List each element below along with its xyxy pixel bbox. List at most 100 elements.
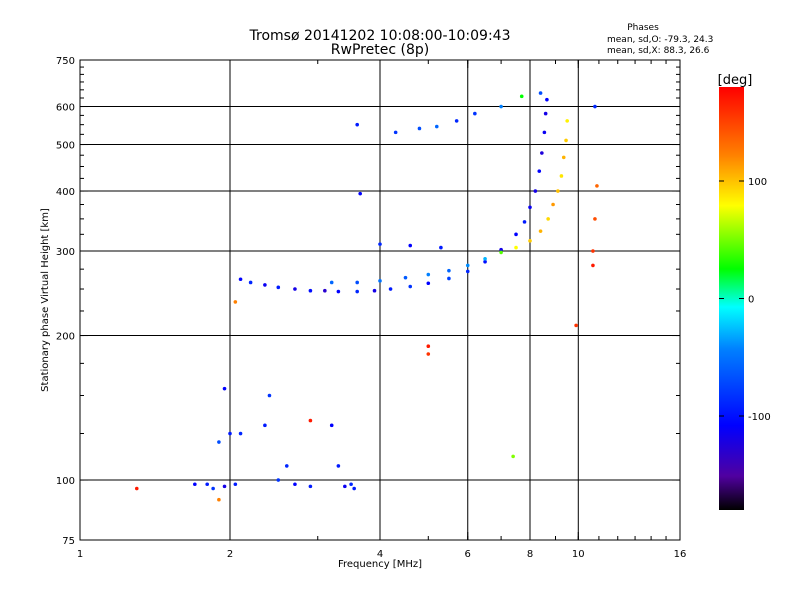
data-point bbox=[233, 300, 238, 304]
data-point bbox=[426, 344, 431, 349]
data-point bbox=[434, 124, 439, 129]
data-point bbox=[543, 111, 548, 116]
data-point bbox=[134, 486, 139, 491]
data-point bbox=[537, 169, 542, 173]
data-point bbox=[293, 482, 297, 487]
data-point bbox=[447, 268, 451, 273]
data-point bbox=[276, 285, 281, 290]
data-point bbox=[276, 478, 281, 482]
data-point bbox=[465, 263, 470, 268]
colorbar-label: [deg] bbox=[718, 73, 753, 88]
data-point bbox=[222, 484, 227, 489]
phase-mean-o: mean, sd,O: -79.3, 24.3 bbox=[607, 35, 713, 45]
colorbar-ticks: 100 0 -100 bbox=[719, 177, 771, 423]
data-point bbox=[336, 289, 341, 294]
data-point bbox=[393, 130, 398, 135]
data-point bbox=[514, 232, 518, 237]
colorbar-tick-label: 100 bbox=[748, 177, 767, 188]
y-tick-label: 100 bbox=[56, 476, 75, 487]
data-point bbox=[329, 423, 334, 428]
x-tick-label: 10 bbox=[572, 549, 585, 560]
x-tick-label: 4 bbox=[377, 549, 383, 560]
data-point bbox=[388, 287, 393, 291]
data-point bbox=[263, 283, 267, 287]
data-point bbox=[556, 189, 560, 193]
data-point bbox=[499, 250, 503, 255]
data-point bbox=[193, 482, 197, 487]
colorbar-tick-label: 0 bbox=[748, 295, 754, 306]
data-point bbox=[514, 245, 518, 250]
data-point bbox=[233, 482, 238, 487]
data-point bbox=[352, 486, 356, 491]
phase-heading: Phases bbox=[627, 23, 659, 33]
data-point bbox=[355, 122, 359, 127]
colorbar-tick-label: -100 bbox=[748, 412, 771, 423]
scatter-points bbox=[134, 91, 599, 502]
x-tick-label: 16 bbox=[674, 549, 687, 560]
data-point bbox=[308, 484, 313, 489]
x-tick-label: 6 bbox=[465, 549, 471, 560]
y-tick-label: 600 bbox=[56, 103, 75, 114]
axis-ticks: 1 2 4 6 8 10 16 75 100 200 300 400 500 600 750 bbox=[56, 56, 686, 560]
data-point bbox=[355, 280, 359, 285]
data-point bbox=[593, 104, 597, 109]
data-point bbox=[267, 393, 272, 398]
data-point bbox=[329, 280, 334, 285]
y-axis-label: Stationary phase Virtual Height [km] bbox=[40, 208, 51, 392]
data-point bbox=[378, 242, 382, 246]
data-point bbox=[519, 94, 524, 99]
data-point bbox=[403, 275, 408, 280]
data-point bbox=[308, 418, 313, 423]
data-point bbox=[545, 97, 549, 102]
data-point bbox=[217, 497, 221, 502]
data-point bbox=[565, 119, 569, 123]
data-point bbox=[528, 239, 532, 243]
data-point bbox=[417, 126, 422, 131]
data-point bbox=[546, 217, 550, 221]
data-point bbox=[465, 269, 470, 274]
y-tick-label: 400 bbox=[56, 187, 75, 198]
data-point bbox=[284, 464, 289, 468]
data-point bbox=[426, 281, 431, 286]
data-point bbox=[551, 202, 555, 207]
data-point bbox=[564, 138, 568, 143]
grid bbox=[80, 60, 680, 540]
data-point bbox=[542, 130, 547, 135]
data-point bbox=[408, 243, 413, 248]
data-point bbox=[591, 263, 595, 268]
data-point bbox=[499, 104, 503, 109]
data-point bbox=[426, 272, 431, 277]
data-point bbox=[248, 280, 253, 285]
data-point bbox=[355, 289, 359, 294]
data-point bbox=[473, 111, 477, 116]
data-point bbox=[540, 151, 544, 155]
data-point bbox=[483, 259, 487, 264]
y-tick-label: 75 bbox=[62, 536, 75, 547]
data-point bbox=[533, 189, 538, 193]
data-point bbox=[349, 482, 353, 487]
data-point bbox=[538, 91, 543, 95]
data-point bbox=[439, 245, 443, 250]
data-point bbox=[408, 284, 413, 289]
data-point bbox=[308, 288, 313, 293]
phase-mean-x: mean, sd,X: 88.3, 26.6 bbox=[607, 46, 710, 56]
data-point bbox=[593, 217, 597, 221]
data-point bbox=[211, 486, 215, 491]
data-point bbox=[263, 423, 267, 428]
data-point bbox=[238, 431, 243, 436]
x-tick-label: 8 bbox=[527, 549, 533, 560]
data-point bbox=[538, 229, 543, 233]
data-point bbox=[447, 276, 451, 281]
data-point bbox=[595, 184, 599, 188]
data-point bbox=[293, 287, 297, 291]
data-point bbox=[561, 155, 566, 160]
data-point bbox=[217, 440, 221, 444]
data-point bbox=[372, 288, 377, 293]
y-tick-label: 200 bbox=[56, 332, 75, 343]
data-point bbox=[499, 247, 503, 252]
x-tick-label: 2 bbox=[227, 549, 233, 560]
data-point bbox=[205, 482, 209, 487]
chart-subtitle: RwPretec (8p) bbox=[331, 42, 429, 58]
data-point bbox=[559, 174, 564, 178]
data-point bbox=[378, 279, 382, 283]
